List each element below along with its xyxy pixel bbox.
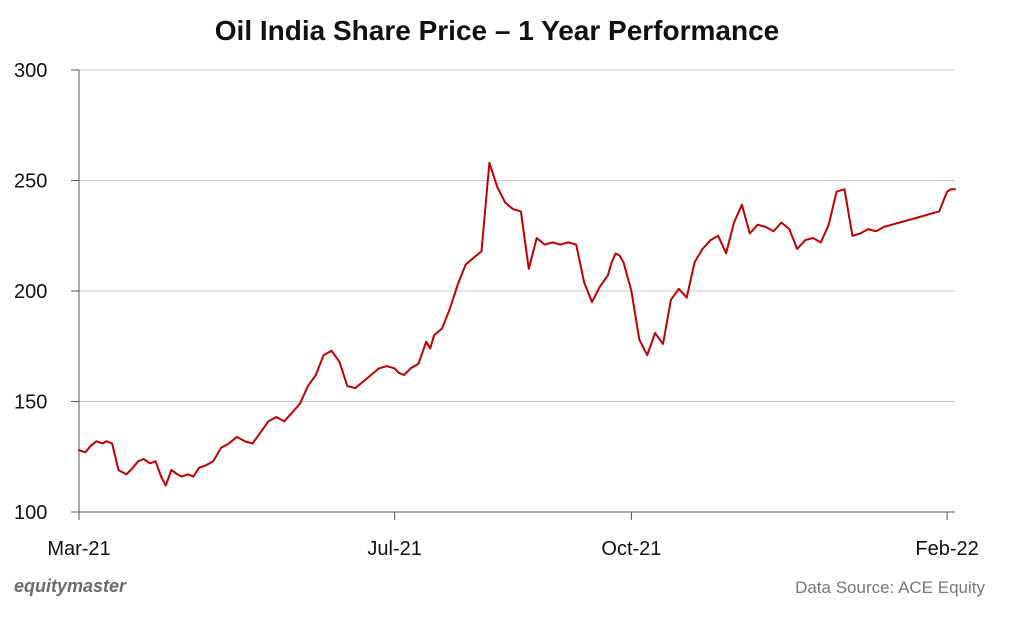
- series-line-oil-india: [78, 161, 956, 487]
- ytick-label-300: 300: [14, 60, 47, 82]
- series-layer: [78, 161, 956, 487]
- data-source-label: Data Source: ACE Equity: [795, 578, 985, 597]
- ytick-label-100: 100: [14, 502, 47, 524]
- ytick-label-200: 200: [14, 281, 47, 303]
- ytick-label-250: 250: [14, 171, 47, 193]
- xtick-label-jul-21: Jul-21: [367, 538, 421, 560]
- grid-lines: [79, 69, 955, 402]
- ytick-label-150: 150: [14, 392, 47, 414]
- x-axis: Mar-21 Jul-21 Oct-21 Feb-22: [47, 511, 979, 560]
- xtick-label-mar-21: Mar-21: [47, 538, 110, 560]
- chart-title: Oil India Share Price – 1 Year Performan…: [215, 15, 779, 46]
- y-axis: 100 150 200 250 300: [14, 60, 80, 524]
- xtick-label-feb-22: Feb-22: [915, 538, 978, 560]
- xtick-label-oct-21: Oct-21: [601, 538, 661, 560]
- equitymaster-logo: equitymaster: [14, 576, 127, 596]
